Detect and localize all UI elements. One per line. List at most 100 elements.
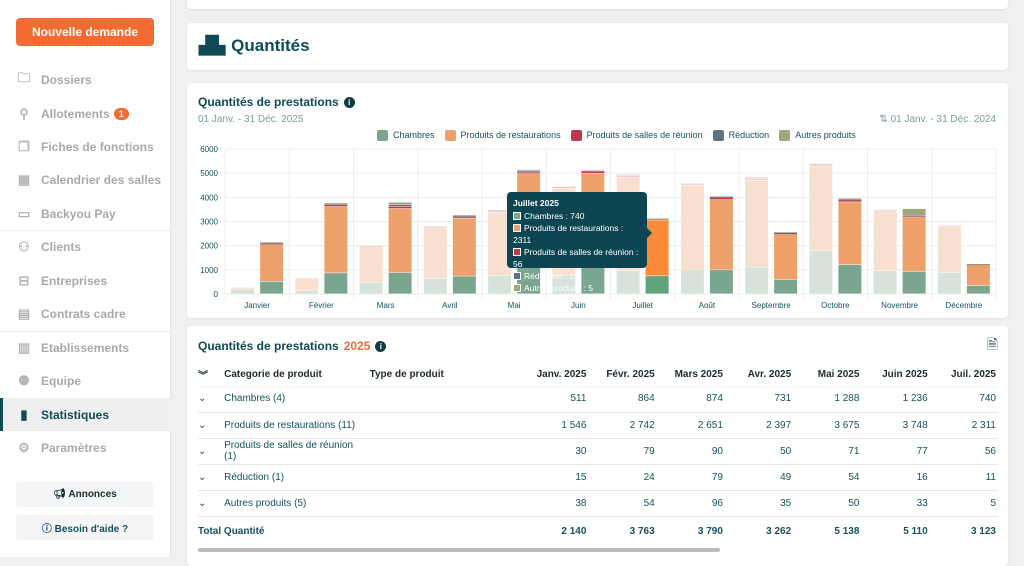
value-cell: 79 — [656, 464, 725, 491]
value-cell: 11 — [929, 464, 998, 491]
sidebar-item-label: Statistiques — [41, 407, 110, 422]
sidebar-item-bar-chart[interactable]: ▮ Statistiques — [0, 398, 171, 431]
column-header[interactable]: Janv. 2025 — [520, 362, 588, 386]
tooltip-line: Produits de restaurations : 2311 — [513, 223, 624, 245]
chevron-down-icon[interactable]: ⌄ — [198, 490, 225, 517]
sidebar-item-label: Equipe — [41, 373, 82, 388]
value-cell: 54 — [793, 464, 862, 491]
chart-period: 01 Janv. - 31 Déc. 2025 — [198, 114, 304, 125]
table-row[interactable]: ⌄ Autres produits (5) 38 54 96 35 50 33 5 — [198, 490, 998, 517]
legend-item[interactable]: Produits de restaurations — [444, 130, 561, 142]
sidebar-item-briefcase[interactable]: ⊟ Entreprises — [0, 264, 171, 297]
column-header[interactable]: Categorie de produit — [224, 362, 370, 386]
category-cell: Autres produits (5) — [224, 490, 370, 517]
chart-title: Quantités de prestations — [198, 95, 339, 109]
total-cell: 3 123 — [970, 525, 996, 537]
xls-file-icon[interactable]: 🗎︎ — [986, 336, 998, 352]
value-cell: 30 — [520, 438, 589, 465]
total-row: Total Quantité 2 140 3 763 3 790 3 262 5 138 5… — [198, 516, 998, 546]
gear-icon: ⚙ — [18, 439, 30, 455]
compare-period[interactable]: ⇅ 01 Janv. - 31 Déc. 2024 — [879, 114, 996, 125]
horizontal-scrollbar[interactable] — [198, 548, 720, 552]
folder-icon: 🗀 — [17, 69, 31, 85]
column-header[interactable]: Févr. 2025 — [588, 362, 656, 386]
tooltip-title: Juillet 2025 — [513, 198, 559, 208]
tooltip-line: Réduction : 11 — [513, 270, 641, 282]
document-icon: ▤ — [17, 305, 31, 321]
sidebar-item-clients[interactable]: ⚇ Clients — [0, 230, 171, 263]
column-header[interactable]: Juin 2025 — [861, 362, 929, 386]
building-icon: ▥ — [17, 339, 31, 355]
briefcase-icon: ⊟ — [18, 272, 30, 288]
legend-swatch — [377, 130, 388, 142]
column-header[interactable]: Juil. 2025 — [930, 362, 998, 386]
sidebar-item-credit-card[interactable]: ▭ Backyou Pay — [0, 197, 171, 230]
bar-chart-icon: ▮ — [20, 406, 28, 422]
help-button[interactable]: ⓘ Besoin d'aide ? — [16, 515, 154, 540]
chevron-down-icon[interactable]: ⌄ — [198, 438, 225, 465]
chevron-down-icon[interactable]: ⌄ — [198, 464, 225, 491]
value-cell: 1 288 — [793, 386, 862, 413]
legend-item[interactable]: Autres produits — [779, 130, 856, 142]
sidebar-item-allotment[interactable]: ⚲ Allotements 1 — [0, 97, 171, 130]
help-icon: ⓘ — [41, 524, 55, 535]
table-row[interactable]: ⌄ Chambres (4) 511 864 874 731 1 288 1 236 740 — [198, 386, 998, 413]
value-cell: 96 — [656, 490, 725, 517]
value-cell: 1 546 — [520, 412, 589, 439]
allotment-icon: ⚲ — [19, 105, 29, 121]
sidebar-item-label: Fiches de fonctions — [41, 139, 154, 154]
chevron-down-icon[interactable]: ⌄ — [198, 386, 225, 413]
value-cell: 35 — [724, 490, 794, 517]
new-request-button[interactable]: Nouvelle demande — [16, 18, 154, 46]
sidebar-item-copy[interactable]: ❐ Fiches de fonctions — [0, 130, 171, 163]
sidebar-item-calendar[interactable]: ▦ Calendrier des salles — [0, 163, 171, 196]
value-cell: 33 — [861, 490, 930, 517]
value-cell: 24 — [588, 464, 657, 491]
total-label: Total Quantité — [198, 525, 265, 537]
legend-swatch — [444, 130, 456, 142]
total-cell: 2 140 — [561, 525, 587, 537]
legend-swatch — [712, 130, 724, 142]
sidebar-item-gear[interactable]: ⚙ Paramètres — [0, 431, 171, 464]
value-cell: 731 — [724, 386, 794, 413]
value-cell: 79 — [588, 438, 657, 465]
tooltip-line: Chambres : 740 — [513, 210, 641, 222]
legend-item[interactable]: Réduction — [712, 130, 769, 142]
sidebar-item-document[interactable]: ▤ Contrats cadre — [0, 297, 171, 330]
value-cell: 16 — [861, 464, 930, 491]
sidebar: Nouvelle demande 🗀 Dossiers ⚲ Allotements 1 ❐… — [0, 0, 171, 557]
notification-badge: 1 — [113, 107, 129, 120]
value-cell: 874 — [656, 386, 725, 413]
column-header[interactable]: Mars 2025 — [657, 362, 725, 386]
column-header[interactable]: Type de produit — [370, 362, 521, 386]
category-cell: Réduction (1) — [224, 464, 370, 491]
sidebar-item-label: Contrats cadre — [41, 306, 126, 321]
table-row[interactable]: ⌄ Réduction (1) 15 24 79 49 54 16 11 — [198, 464, 998, 491]
column-header[interactable]: Mai 2025 — [793, 362, 861, 386]
chevron-down-icon[interactable]: ⌄ — [198, 412, 225, 439]
table-card: Quantités de prestations 2025 i 🗎︎ ︾ Catego… — [187, 326, 1008, 566]
total-cell: 5 138 — [834, 525, 860, 537]
sidebar-item-label: Calendrier des salles — [41, 172, 162, 187]
announcements-button[interactable]: 📢︎ Annonces — [16, 482, 154, 507]
sidebar-item-folder[interactable]: 🗀 Dossiers — [0, 63, 171, 96]
category-cell: Produits de salles de réunion (1) — [224, 438, 370, 465]
sidebar-item-team[interactable]: ⚉ Equipe — [0, 364, 171, 397]
legend-item[interactable]: Chambres — [377, 130, 435, 142]
value-cell: 511 — [520, 386, 589, 413]
info-icon[interactable]: i — [343, 96, 355, 108]
legend-item[interactable]: Produits de salles de réunion — [570, 130, 703, 142]
value-cell: 5 — [929, 490, 998, 517]
header-card: ▟▙ Quantités — [187, 23, 1008, 70]
info-icon[interactable]: i — [375, 340, 387, 352]
column-header[interactable]: Avr. 2025 — [725, 362, 793, 386]
chart-legend: Chambres Produits de restaurations Produit… — [377, 130, 856, 142]
collapse-all-icon[interactable]: ︾ — [198, 362, 224, 386]
value-cell: 15 — [520, 464, 589, 491]
value-cell: 56 — [929, 438, 998, 465]
table-row[interactable]: ⌄ Produits de salles de réunion (1) 30 79 90… — [198, 438, 998, 465]
compare-icon: ⇅ — [879, 114, 891, 125]
table-row[interactable]: ⌄ Produits de restaurations (11) 1 546 2 74… — [198, 412, 998, 439]
copy-icon: ❐ — [18, 138, 30, 154]
sidebar-item-building[interactable]: ▥ Etablissements — [0, 331, 171, 364]
